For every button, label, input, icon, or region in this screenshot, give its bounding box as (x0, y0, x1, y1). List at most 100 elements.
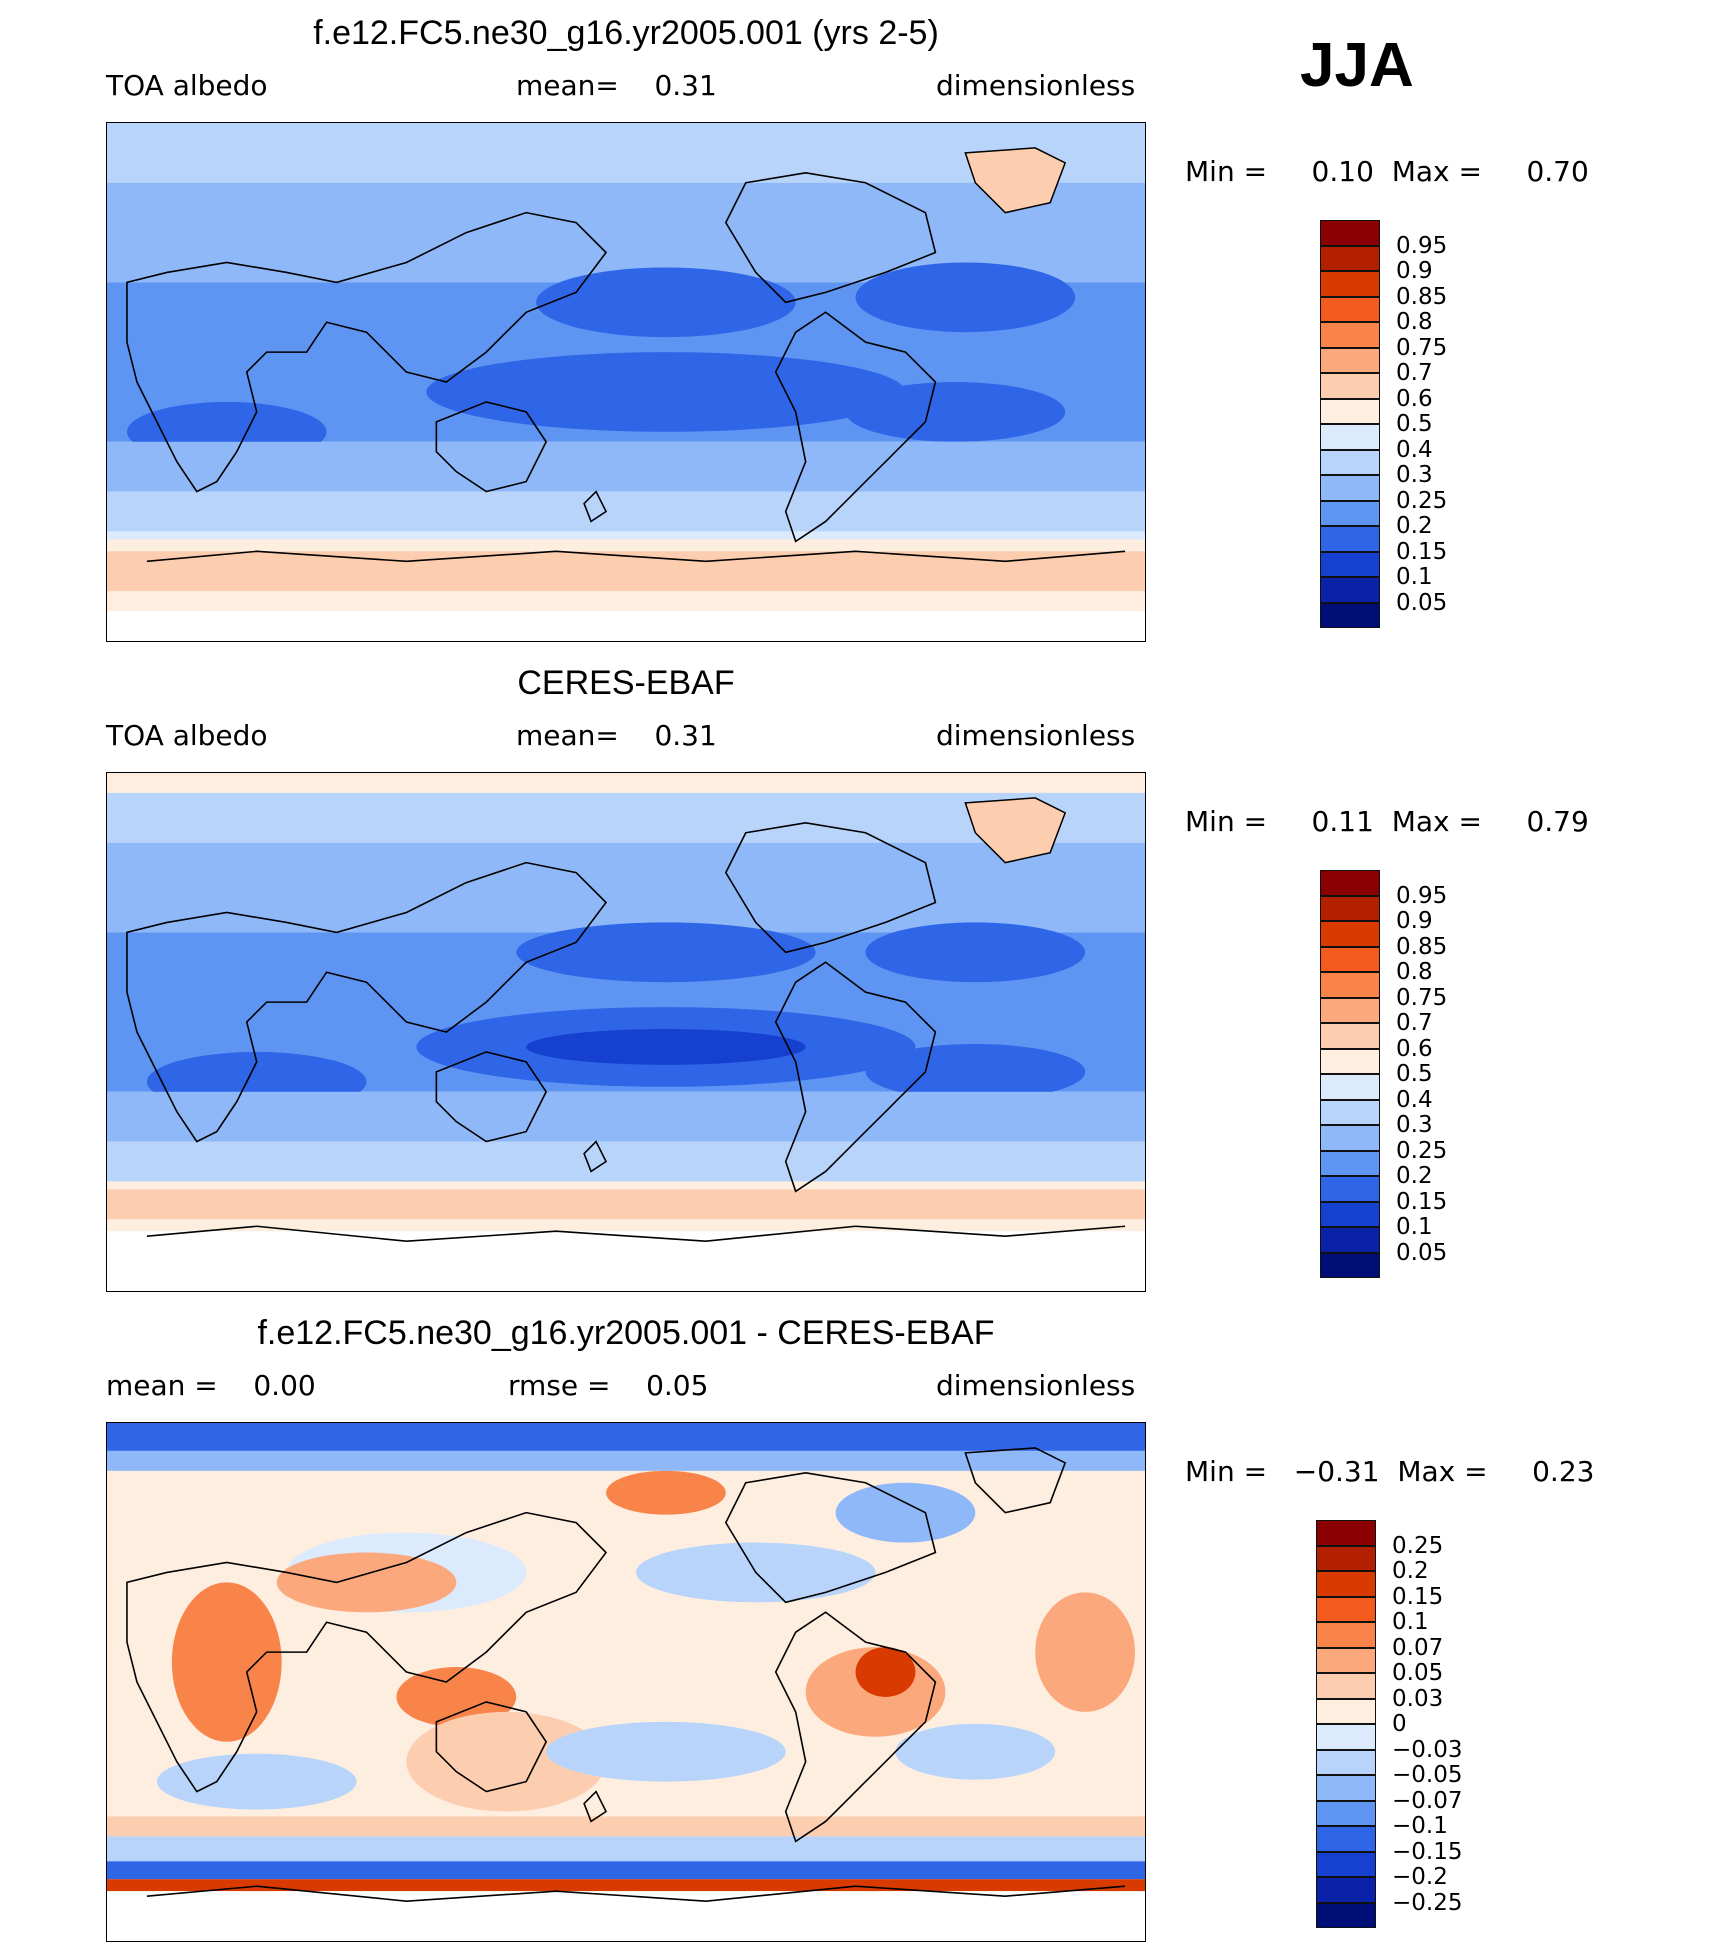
colorbar-tick-label: 0.95 (1396, 232, 1448, 259)
colorbar-tick-label: 0.15 (1396, 1188, 1448, 1215)
colorbar-swatch (1316, 1826, 1376, 1852)
colorbar-swatch (1320, 1099, 1380, 1125)
colorbar-swatch (1320, 1074, 1380, 1100)
panel-3-mean-label: mean = 0.00 (106, 1369, 316, 1402)
colorbar-swatch (1316, 1724, 1376, 1750)
colorbar-tick-label: 0.75 (1396, 984, 1448, 1011)
colorbar-tick-label: 0.4 (1396, 436, 1433, 463)
panel-3-min-max: Min = −0.31 Max = 0.23 (1185, 1455, 1595, 1488)
colorbar-swatch (1320, 870, 1380, 896)
panel-2-variable-label: TOA albedo (106, 719, 268, 752)
panel-3-colorbar: 0.25 0.2 0.15 0.1 0.07 0.05 0.03 0 −0.03 −0.05 −0.… (1316, 1520, 1516, 1930)
colorbar-tick-label: 0.5 (1396, 1061, 1433, 1087)
colorbar-swatch (1320, 526, 1380, 552)
colorbar-tick-label: 0.5 (1396, 411, 1433, 437)
colorbar-tick-label: 0.03 (1392, 1685, 1444, 1712)
colorbar-tick-label: 0.4 (1396, 1086, 1433, 1113)
colorbar-swatch (1320, 220, 1380, 246)
colorbar-tick-label: 0.25 (1396, 1137, 1448, 1164)
colorbar-tick-label: 0.2 (1396, 1163, 1433, 1189)
colorbar-swatch (1316, 1520, 1376, 1546)
colorbar-swatch (1320, 449, 1380, 475)
colorbar-swatch (1320, 921, 1380, 947)
colorbar-swatch (1316, 1902, 1376, 1928)
colorbar-tick-label: 0.8 (1396, 309, 1433, 335)
panel-2-mean-label: mean= 0.31 (516, 719, 717, 752)
colorbar-swatch (1316, 1877, 1376, 1903)
colorbar-tick-label: 0.85 (1396, 283, 1448, 310)
colorbar-swatch (1320, 577, 1380, 603)
panel-2-units-label: dimensionless (936, 719, 1136, 752)
colorbar-tick-label: 0.95 (1396, 882, 1448, 909)
colorbar-tick-label: 0.05 (1396, 1239, 1448, 1266)
colorbar-swatch (1320, 1125, 1380, 1151)
colorbar-swatch (1316, 1851, 1376, 1877)
colorbar-tick-label: −0.07 (1392, 1787, 1463, 1814)
colorbar-tick-label: 0.2 (1396, 513, 1433, 539)
colorbar-swatch (1320, 398, 1380, 424)
colorbar-tick-label: 0.1 (1396, 1214, 1433, 1240)
panel-1-mean-label: mean= 0.31 (516, 69, 717, 102)
panel-1-title: f.e12.FC5.ne30_g16.yr2005.001 (yrs 2-5) (313, 14, 939, 52)
season-label: JJA (1300, 31, 1414, 100)
colorbar-tick-label: 0.6 (1396, 385, 1433, 412)
colorbar-swatch (1320, 1201, 1380, 1227)
panel-3-units-label: dimensionless (936, 1369, 1136, 1402)
colorbar-swatch (1320, 1150, 1380, 1176)
colorbar-tick-label: 0 (1392, 1711, 1407, 1737)
colorbar-swatch (1320, 373, 1380, 399)
colorbar-tick-label: 0.1 (1392, 1609, 1429, 1635)
colorbar-swatch (1320, 500, 1380, 526)
colorbar-tick-label: 0.2 (1392, 1558, 1429, 1584)
panel-1-colorbar: 0.95 0.9 0.85 0.8 0.75 0.7 0.6 0.5 0.4 0.3 0.25 0.2… (1320, 220, 1520, 630)
colorbar-swatch (1320, 296, 1380, 322)
colorbar-tick-label: 0.75 (1396, 334, 1448, 361)
colorbar-tick-label: 0.15 (1392, 1583, 1444, 1610)
colorbar-tick-label: 0.6 (1396, 1035, 1433, 1062)
colorbar-tick-label: 0.07 (1392, 1634, 1444, 1661)
colorbar-tick-label: −0.03 (1392, 1736, 1463, 1763)
panel-3-title: f.e12.FC5.ne30_g16.yr2005.001 - CERES-EB… (257, 1314, 995, 1352)
colorbar-swatch (1316, 1647, 1376, 1673)
colorbar-swatch (1320, 322, 1380, 348)
panel-1-variable-label: TOA albedo (106, 69, 268, 102)
colorbar-swatch (1320, 424, 1380, 450)
panel-2-min-max: Min = 0.11 Max = 0.79 (1185, 805, 1589, 838)
colorbar-tick-label: 0.7 (1396, 1010, 1433, 1036)
colorbar-swatch (1316, 1673, 1376, 1699)
colorbar-swatch (1320, 997, 1380, 1023)
colorbar-swatch (1316, 1545, 1376, 1571)
colorbar-swatch (1320, 946, 1380, 972)
colorbar-tick-label: −0.05 (1392, 1762, 1463, 1788)
panel-1-min-max: Min = 0.10 Max = 0.70 (1185, 155, 1589, 188)
colorbar-tick-label: −0.1 (1392, 1813, 1448, 1839)
colorbar-swatch (1320, 602, 1380, 628)
colorbar-tick-label: −0.2 (1392, 1864, 1448, 1890)
panel-3-rmse-label: rmse = 0.05 (508, 1369, 709, 1402)
colorbar-tick-label: 0.9 (1396, 908, 1433, 934)
colorbar-tick-label: 0.05 (1396, 589, 1448, 616)
colorbar-tick-label: 0.05 (1392, 1660, 1444, 1686)
colorbar-swatch (1320, 972, 1380, 998)
colorbar-tick-label: 0.1 (1396, 564, 1433, 590)
colorbar-swatch (1320, 551, 1380, 577)
colorbar-swatch (1316, 1775, 1376, 1801)
colorbar-tick-label: −0.25 (1392, 1889, 1463, 1916)
colorbar-swatch (1320, 1252, 1380, 1278)
panel-1-units-label: dimensionless (936, 69, 1136, 102)
colorbar-tick-label: 0.3 (1396, 462, 1433, 488)
colorbar-tick-label: 0.8 (1396, 959, 1433, 985)
colorbar-swatch (1316, 1800, 1376, 1826)
colorbar-swatch (1320, 1227, 1380, 1253)
colorbar-swatch (1320, 271, 1380, 297)
colorbar-tick-label: −0.15 (1392, 1838, 1463, 1865)
colorbar-tick-label: 0.85 (1396, 933, 1448, 960)
colorbar-tick-label: 0.15 (1396, 538, 1448, 565)
panel-2-colorbar: 0.95 0.9 0.85 0.8 0.75 0.7 0.6 0.5 0.4 0.3 0.25 0.2… (1320, 870, 1520, 1280)
colorbar-swatch (1316, 1596, 1376, 1622)
colorbar-swatch (1320, 895, 1380, 921)
colorbar-swatch (1320, 475, 1380, 501)
colorbar-swatch (1316, 1749, 1376, 1775)
panel-2-title: CERES-EBAF (517, 664, 735, 702)
colorbar-tick-label: 0.3 (1396, 1112, 1433, 1138)
